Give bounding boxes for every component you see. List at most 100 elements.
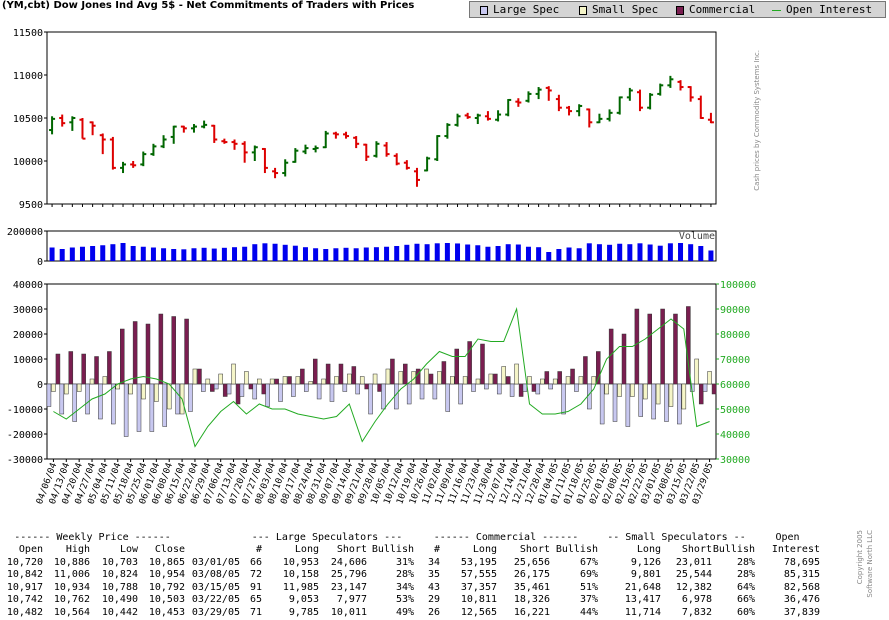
volume-bar — [546, 252, 552, 261]
large-spec-bar — [303, 383, 309, 392]
commercial-bar — [261, 383, 267, 395]
small-spec-bar — [565, 376, 571, 385]
volume-panel-frame — [46, 230, 717, 262]
table-cell: 72 — [249, 569, 262, 581]
table-cell: 10,954 — [148, 569, 185, 581]
small-spec-bar — [488, 373, 494, 385]
table-cell: 37,357 — [460, 581, 497, 593]
legend-item-large-spec[interactable]: Large Spec — [480, 3, 559, 16]
table-cell: 10,011 — [330, 606, 367, 618]
volume-bar — [211, 248, 217, 261]
table-cell: 66 — [249, 556, 262, 568]
price-bar — [566, 105, 573, 116]
table-cell: 31% — [395, 556, 414, 568]
large-spec-bar — [342, 383, 348, 392]
table-cell: 10,503 — [148, 594, 185, 606]
table-cell: 10,824 — [101, 569, 138, 581]
cot-y-tick-label: 30000 — [13, 305, 43, 316]
commercial-bar — [711, 383, 717, 395]
large-spec-bar — [651, 383, 656, 420]
table-row: 10,842 11,006 10,824 10,954 03/08/05 72 10,158… — [0, 569, 820, 582]
small-spec-bar — [424, 368, 429, 385]
cot-y2-tick-label: 60000 — [720, 380, 750, 391]
volume-bar — [313, 248, 319, 261]
large-spec-bar — [188, 383, 193, 412]
small-spec-bar — [630, 383, 635, 397]
large-spec-bar — [201, 383, 206, 392]
volume-bar — [475, 245, 481, 261]
table-cell: 10,934 — [53, 581, 90, 593]
table-cell: 53,195 — [460, 556, 497, 568]
commercial-bar — [467, 341, 472, 385]
table-cell: 03/29/05 — [191, 606, 240, 618]
summary-table: ------ Weekly Price ------ --- Large Spe… — [0, 531, 820, 619]
price-bar — [59, 114, 66, 127]
price-bar — [464, 112, 471, 119]
open-interest-line — [53, 307, 710, 448]
copyright-line-2: Software North LLC — [866, 530, 874, 598]
price-bar — [525, 91, 532, 103]
commercial-bar — [647, 313, 652, 385]
small-spec-bar — [591, 376, 597, 385]
table-group-header: ------ Weekly Price ------ --- Large Spe… — [0, 531, 820, 544]
commercial-bar — [94, 356, 99, 385]
small-spec-swatch — [579, 5, 587, 15]
large-spec-bar — [445, 383, 451, 412]
volume-bar — [515, 244, 521, 261]
large-spec-bar — [664, 383, 669, 422]
table-cell: 10,886 — [53, 556, 90, 568]
cash-credit: Cash prices by Commodity Systems Inc. — [753, 50, 761, 191]
price-y-tick-label: 10500 — [13, 114, 43, 125]
volume-bar — [698, 246, 704, 261]
small-spec-bar — [154, 383, 159, 402]
commercial-bar — [235, 383, 241, 405]
col-header: Long — [636, 544, 661, 556]
small-spec-bar — [578, 376, 584, 385]
commercial-bar — [544, 371, 550, 385]
col-header: Bullish — [371, 544, 414, 556]
large-spec-bar — [355, 383, 360, 395]
large-spec-bar — [111, 383, 116, 425]
volume-bar — [536, 247, 542, 261]
volume-bar — [647, 244, 653, 261]
volume-bar — [201, 247, 207, 261]
large-spec-bar — [381, 383, 386, 410]
price-bar — [474, 113, 481, 125]
table-cell: 51% — [579, 581, 598, 593]
small-spec-bar — [141, 383, 146, 400]
table-cell: 12,382 — [675, 581, 712, 593]
large-spec-bar — [329, 383, 335, 402]
price-bar — [586, 108, 593, 128]
legend-item-open-interest[interactable]: Open Interest — [772, 3, 872, 16]
legend-item-commercial[interactable]: Commercial — [676, 3, 755, 16]
small-spec-bar — [231, 363, 236, 385]
legend-item-small-spec[interactable]: Small Spec — [579, 3, 658, 16]
volume-bar — [586, 243, 592, 261]
price-bar — [312, 145, 319, 153]
price-bar — [444, 123, 451, 139]
volume-bar — [465, 244, 471, 261]
volume-bar — [607, 244, 613, 261]
table-cell: 28% — [395, 569, 414, 581]
price-bar — [49, 116, 56, 135]
small-spec-bar — [450, 376, 455, 385]
volume-bar — [657, 245, 663, 261]
table-cell: 28% — [736, 556, 755, 568]
col-header — [185, 544, 240, 557]
commercial-bar — [107, 351, 112, 385]
price-bar — [505, 98, 512, 117]
price-y-tick-label: 11000 — [13, 71, 43, 82]
volume-bar — [242, 246, 248, 261]
table-cell: 82,568 — [783, 581, 820, 593]
table-cell: 21,648 — [624, 581, 661, 593]
table-cell: 65 — [249, 594, 262, 606]
small-spec-bar — [681, 383, 687, 410]
large-spec-bar — [368, 383, 373, 415]
large-spec-bar — [136, 383, 142, 432]
volume-bar — [505, 244, 511, 261]
large-spec-bar — [496, 383, 502, 395]
volume-bar — [455, 243, 461, 261]
price-bar — [292, 148, 299, 163]
table-cell: 10,453 — [148, 606, 185, 618]
volume-bar — [404, 244, 410, 261]
